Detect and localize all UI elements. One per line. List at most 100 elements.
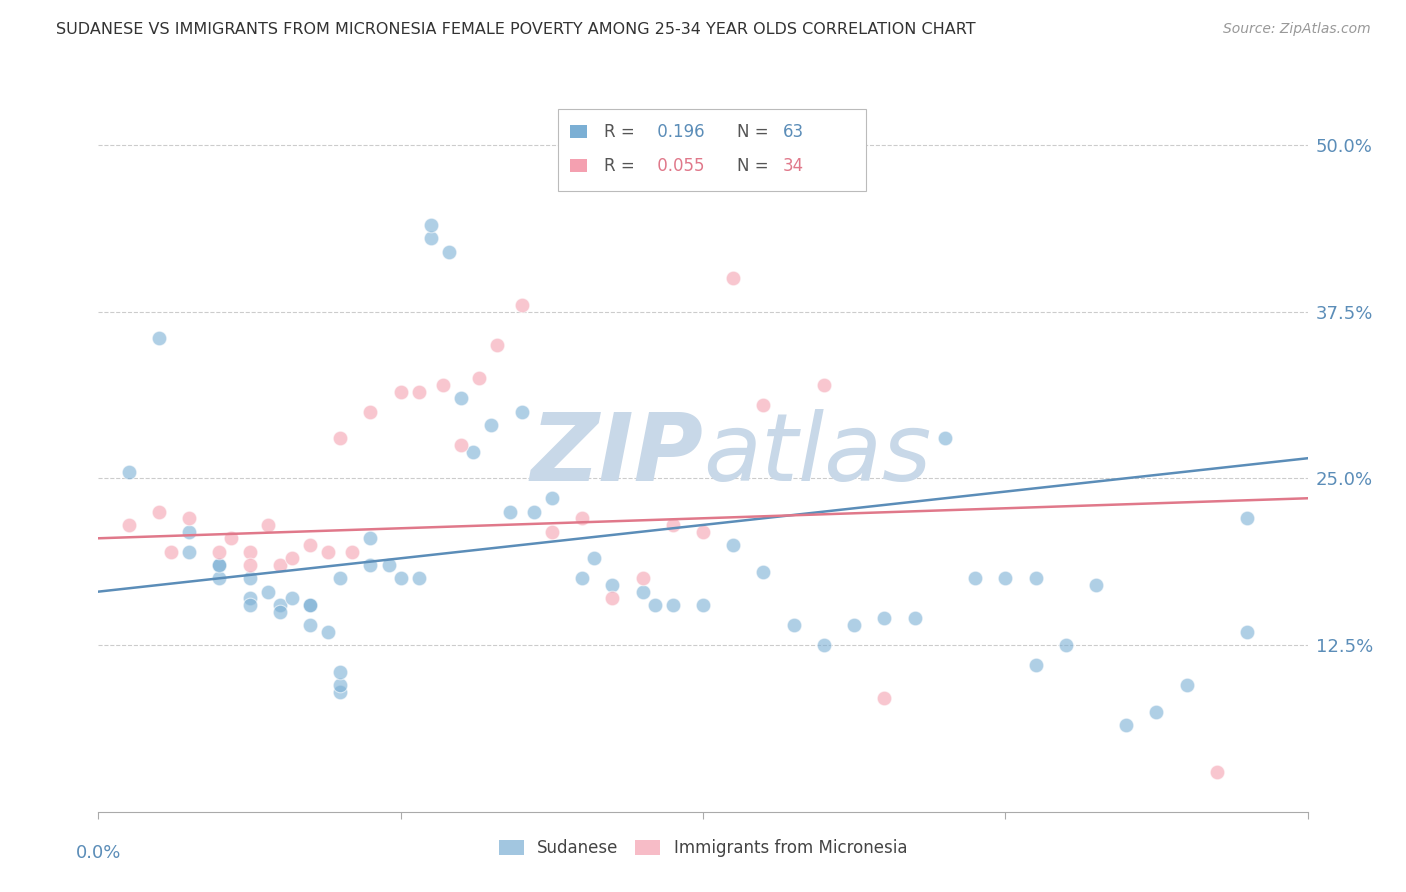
Point [316,624,339,639]
Point [208,544,231,558]
Point [662,518,685,533]
Text: R =: R = [603,123,640,141]
Point [631,584,654,599]
Point [221,531,243,545]
Point [299,598,322,612]
Point [644,598,666,612]
Point [148,331,170,345]
Point [269,558,291,572]
Point [510,404,533,418]
Point [208,571,231,585]
Point [239,571,262,585]
Point [432,377,454,392]
Point [1144,705,1167,719]
Point [571,511,593,525]
Point [208,558,231,572]
Point [256,584,278,599]
Point [420,218,443,232]
Point [463,444,485,458]
Point [269,605,291,619]
Point [256,518,278,533]
Text: 0.196: 0.196 [652,123,704,141]
Point [360,558,382,572]
Point [752,565,775,579]
Point [377,558,399,572]
Point [1236,624,1258,639]
Text: R =: R = [603,157,640,175]
Point [1236,511,1258,525]
Point [783,618,806,632]
Point [389,384,412,399]
Point [1024,658,1046,673]
Point [540,491,562,506]
Point [583,551,606,566]
Point [844,618,866,632]
Point [752,398,775,412]
Point [994,571,1017,585]
Point [208,558,231,572]
Point [571,571,593,585]
Point [299,538,322,552]
Point [813,377,835,392]
Point [329,571,352,585]
Point [408,571,430,585]
Point [269,598,291,612]
Text: ZIP: ZIP [530,409,703,501]
Point [1054,638,1077,652]
Point [965,571,987,585]
FancyBboxPatch shape [569,160,588,172]
Point [239,598,262,612]
Text: atlas: atlas [703,409,931,500]
Point [692,524,714,539]
Point [239,591,262,606]
Point [631,571,654,585]
Point [118,465,141,479]
Point [873,691,896,706]
FancyBboxPatch shape [569,125,588,138]
Point [1024,571,1046,585]
Point [360,531,382,545]
Point [934,431,956,445]
Point [873,611,896,625]
Point [723,271,745,285]
Point [468,371,491,385]
Point [329,665,352,679]
Text: N =: N = [737,157,773,175]
Point [329,684,352,698]
Point [723,538,745,552]
Point [1115,718,1137,732]
Point [662,598,685,612]
Point [450,438,472,452]
Text: N =: N = [737,123,773,141]
Point [179,524,201,539]
Point [1085,578,1108,592]
Point [450,391,472,405]
Point [281,591,304,606]
Point [342,544,364,558]
Point [602,591,624,606]
Point [239,544,262,558]
Point [602,578,624,592]
Point [281,551,304,566]
Point [540,524,562,539]
Point [160,544,183,558]
Point [1206,764,1229,779]
Point [904,611,927,625]
Point [498,505,520,519]
Point [1175,678,1198,692]
Point [360,404,382,418]
Point [420,231,443,245]
Point [148,505,170,519]
Text: 34: 34 [783,157,804,175]
Point [299,598,322,612]
Point [437,244,460,259]
Point [408,384,430,399]
Point [692,598,714,612]
Point [486,338,509,352]
Point [299,618,322,632]
Point [316,544,339,558]
Point [510,298,533,312]
Point [329,678,352,692]
Point [179,544,201,558]
Text: 0.0%: 0.0% [76,844,121,862]
